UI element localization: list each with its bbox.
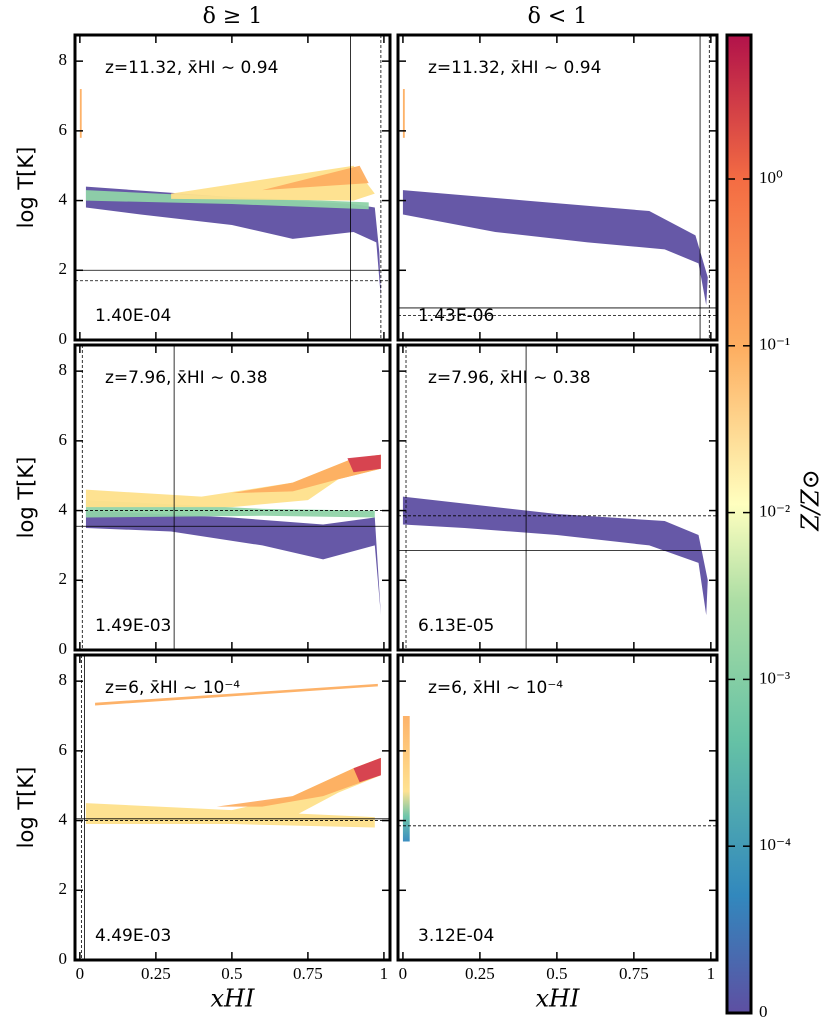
x-tick-label: 0.25	[141, 964, 171, 983]
density-cloud	[402, 716, 410, 842]
x-tick-label: 1	[380, 964, 389, 983]
x-tick-label: 0.75	[619, 964, 649, 983]
y-tick-label: 2	[59, 569, 68, 588]
fraction-label: 1.43E-06	[418, 306, 494, 326]
x-tick-label: 0	[76, 964, 85, 983]
x-tick-label: 0.5	[546, 964, 567, 983]
x-axis-label: xHI	[536, 985, 580, 1013]
column-title: δ ≥ 1	[203, 4, 263, 29]
panel-frame	[396, 343, 719, 652]
colorbar-tick-label: 10⁻¹	[759, 335, 790, 354]
panel-frame	[396, 653, 719, 962]
density-cloud	[171, 165, 375, 201]
x-axis-label: xHI	[211, 985, 255, 1013]
x-tick-label: 0.25	[465, 964, 495, 983]
density-cloud	[85, 757, 381, 828]
colorbar-tick-label: 10⁻⁴	[759, 835, 791, 854]
column-title: δ < 1	[528, 4, 588, 29]
colorbar-tick-label: 10⁻³	[759, 668, 790, 687]
fraction-label: 3.12E-04	[418, 926, 494, 946]
panel-annotation: z=6, x̄HI ∼ 10⁻⁴	[105, 678, 240, 698]
panel-annotation: z=6, x̄HI ∼ 10⁻⁴	[428, 678, 563, 698]
y-tick-label: 4	[59, 499, 68, 518]
y-tick-label: 6	[59, 740, 68, 759]
fraction-label: 6.13E-05	[418, 616, 494, 636]
panel-annotation: z=11.32, x̄HI ∼ 0.94	[428, 58, 601, 78]
density-cloud	[85, 454, 381, 508]
density-cloud	[402, 496, 708, 616]
density-cloud	[353, 757, 381, 783]
density-cloud	[79, 89, 82, 138]
density-cloud	[95, 683, 378, 706]
density-cloud	[85, 190, 369, 210]
x-tick-label: 0.75	[293, 964, 323, 983]
density-cloud	[231, 454, 381, 494]
panel-annotation: z=7.96, x̄HI ∼ 0.38	[105, 368, 268, 388]
density-cloud	[347, 454, 381, 473]
colorbar-tick-label: 10⁻²	[759, 502, 790, 521]
x-tick-label: 0	[399, 964, 408, 983]
fraction-label: 1.49E-03	[95, 616, 171, 636]
y-tick-label: 0	[59, 949, 68, 968]
y-axis-label: log T[K]	[14, 457, 38, 539]
y-tick-label: 8	[59, 360, 68, 379]
colorbar-tick-label: 10⁰	[759, 168, 783, 187]
y-tick-label: 2	[59, 879, 68, 898]
y-tick-label: 8	[59, 50, 68, 69]
x-tick-label: 0.5	[221, 964, 242, 983]
y-axis-label: log T[K]	[14, 767, 38, 849]
y-tick-label: 2	[59, 259, 68, 278]
colorbar	[725, 33, 753, 1015]
y-tick-label: 0	[59, 329, 68, 348]
density-cloud	[262, 165, 369, 191]
y-tick-label: 4	[59, 809, 68, 828]
panel-frame	[396, 33, 719, 342]
fraction-label: 1.40E-04	[95, 306, 171, 326]
density-cloud	[216, 757, 381, 807]
panel-annotation: z=7.96, x̄HI ∼ 0.38	[428, 368, 591, 388]
colorbar-tick-label: 0	[759, 1002, 768, 1021]
density-cloud	[402, 89, 405, 138]
density-cloud	[85, 186, 381, 299]
y-tick-label: 6	[59, 120, 68, 139]
density-cloud	[85, 510, 381, 616]
y-tick-label: 0	[59, 639, 68, 658]
y-axis-label: log T[K]	[14, 147, 38, 229]
fraction-label: 4.49E-03	[95, 926, 171, 946]
x-tick-label: 1	[707, 964, 716, 983]
y-tick-label: 8	[59, 670, 68, 689]
colorbar-label: Z/Z⊙	[797, 469, 825, 532]
y-tick-label: 4	[59, 189, 68, 208]
y-tick-label: 6	[59, 430, 68, 449]
density-cloud	[402, 190, 708, 306]
panel-annotation: z=11.32, x̄HI ∼ 0.94	[105, 58, 278, 78]
